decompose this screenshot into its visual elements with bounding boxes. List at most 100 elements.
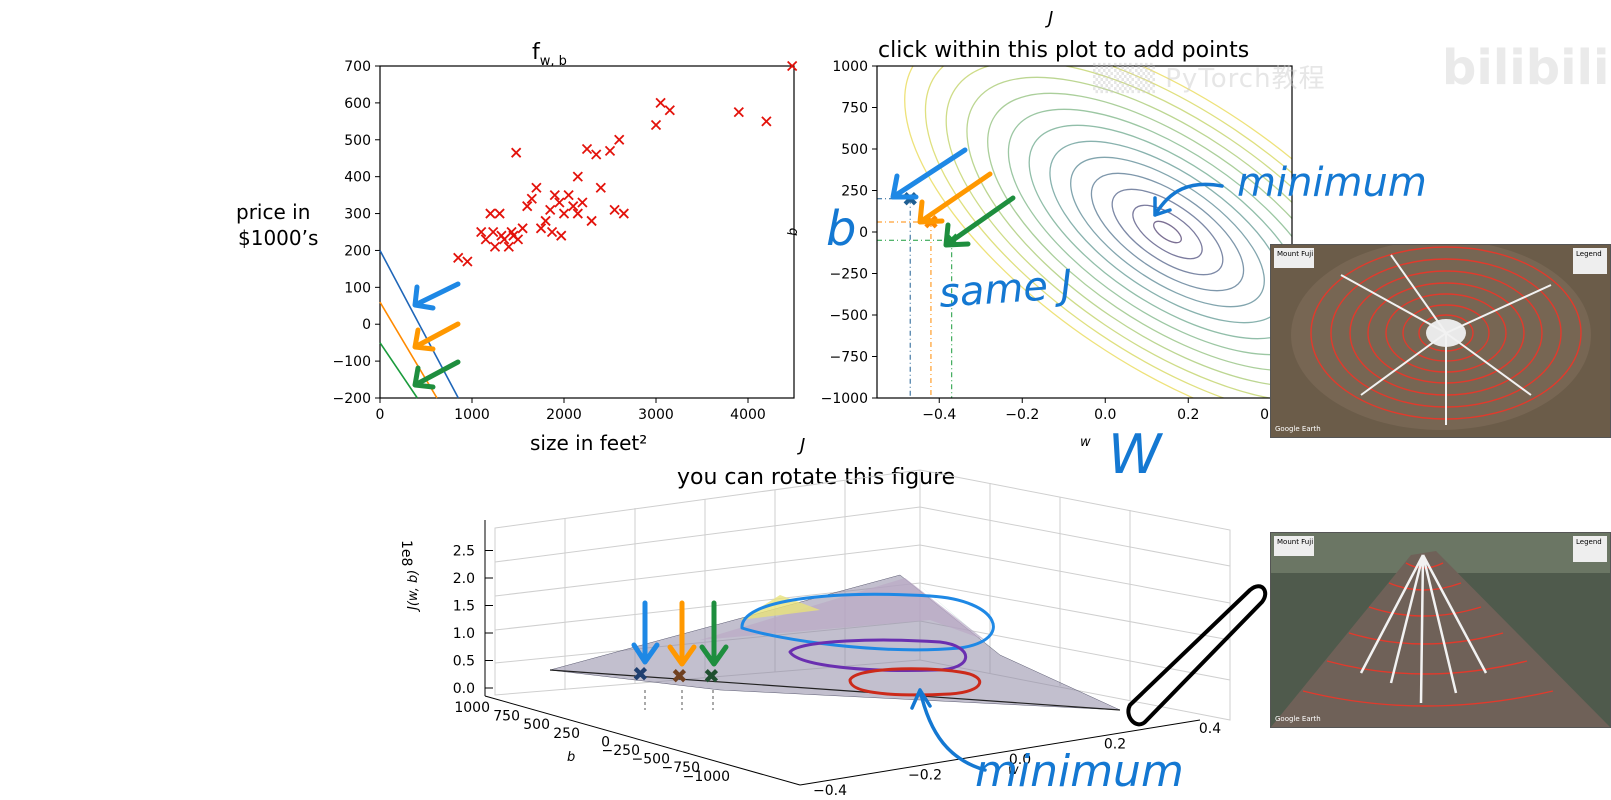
scatter-point-stroke — [572, 208, 583, 219]
ring-blue — [740, 592, 995, 652]
surface-grid — [494, 469, 1231, 721]
scatter-title: fw, b — [532, 40, 567, 69]
surface-wtick-label: 0.2 — [1104, 737, 1126, 753]
scatter-point — [554, 197, 565, 208]
contour-xtick-label: −0.2 — [1005, 407, 1039, 423]
surface-axes — [484, 520, 1201, 786]
scatter-point-stroke — [503, 241, 514, 252]
fuji-side-map: Mount Fuji Legend Google Earth — [1271, 533, 1610, 727]
scatter-point — [511, 147, 522, 158]
scatter-point — [586, 215, 597, 227]
arrow-minimum-top — [1153, 182, 1224, 217]
scatter-point — [503, 241, 514, 252]
scatter-point — [485, 208, 496, 219]
scatter-point-stroke — [512, 234, 524, 245]
scatter-point — [488, 226, 499, 238]
scatter-point-stroke — [531, 182, 542, 193]
scatter-point-stroke — [476, 226, 487, 238]
scatter-point — [535, 223, 547, 234]
scatter-point-stroke — [488, 226, 499, 238]
contour-ytick-label: −250 — [830, 267, 868, 283]
scatter-point — [787, 60, 798, 72]
surface-point-blue: ✖ — [632, 662, 649, 686]
scatter-xtick-label: 4000 — [730, 407, 766, 423]
cost-contour-chart[interactable]: J click within this plot to add points ✖… — [786, 0, 1494, 512]
arrow-green-surface — [699, 600, 729, 667]
scatter-point-stroke — [787, 60, 798, 72]
scatter-point — [476, 226, 487, 238]
scatter-point-stroke — [604, 145, 616, 156]
scatter-ytick-label: 400 — [344, 170, 371, 186]
contour-rings — [904, 66, 1292, 398]
scatter-point — [655, 97, 666, 109]
contour-ring — [1007, 108, 1292, 356]
fuji-top-footer: Google Earth — [1275, 425, 1321, 433]
scatter-point-stroke — [540, 215, 551, 227]
handwritten-minimum-bottom: minimum — [975, 746, 1184, 797]
scatter-point — [556, 230, 567, 241]
contour-ytick-label: −1000 — [821, 391, 868, 407]
scatter-point — [545, 204, 556, 216]
contour-ring — [1028, 124, 1292, 340]
mount-fuji-side-view-image: Mount Fuji Legend Google Earth — [1270, 532, 1611, 728]
scatter-point — [664, 105, 675, 116]
contour-title: J — [1045, 8, 1053, 29]
arrow-green-contour — [943, 195, 1016, 248]
scatter-ytick-label: 100 — [344, 280, 371, 296]
mount-fuji-top-view-image: Mount Fuji Legend Google Earth — [1270, 244, 1611, 438]
scatter-fit-line — [379, 301, 438, 399]
scatter-fit-line — [379, 342, 418, 399]
surface-wlabel: w — [1008, 763, 1019, 778]
scatter-ytick-label: −100 — [333, 354, 371, 370]
surface-z-ticks: 0.0 0.5 1.0 1.5 2.0 2.5 — [453, 544, 493, 697]
surface-btick-label: 1000 — [454, 700, 490, 716]
bilibili-logo: bilibili — [1442, 40, 1610, 96]
pen-icon — [1126, 584, 1268, 727]
surface-point-orange: ✖ — [671, 664, 688, 688]
scatter-point — [517, 223, 528, 234]
scatter-point — [650, 119, 662, 131]
scatter-point — [563, 189, 574, 201]
surface-blabel: b — [567, 750, 575, 765]
scatter-point-stroke — [485, 208, 496, 219]
scatter-point-stroke — [618, 208, 629, 219]
scatter-title-sub: w, b — [540, 54, 567, 69]
scatter-xlabel: size in feet² — [530, 431, 647, 455]
scatter-point-stroke — [577, 197, 588, 208]
scatter-point — [581, 143, 593, 155]
scatter-point-stroke — [614, 134, 625, 145]
scatter-point-stroke — [609, 204, 620, 216]
scatter-point — [733, 106, 744, 118]
arrow-blue-surface — [631, 600, 660, 665]
scatter-point-stroke — [558, 208, 570, 219]
fuji-top-title: Mount Fuji — [1277, 250, 1313, 258]
contour-ylabel: b — [786, 228, 801, 236]
scatter-ytick-label: 700 — [344, 59, 371, 75]
scatter-ytick-label: 500 — [344, 133, 371, 149]
surface-title: J — [797, 435, 805, 456]
scatter-point — [618, 208, 629, 219]
arrow-orange-surface — [667, 600, 697, 667]
scatter-point-stroke — [761, 116, 772, 127]
scatter-point-stroke — [494, 208, 505, 219]
surface-wtick-label: −0.4 — [813, 783, 847, 799]
cost-surface-3d-chart[interactable]: J you can rotate this figure 1e8 J(w, b)… — [398, 435, 1231, 799]
scatter-point-stroke — [563, 189, 574, 201]
surface-w-ticks: −0.4 −0.2 0.0 0.2 0.4 — [813, 721, 1221, 799]
contour-ytick-label: 1000 — [832, 59, 868, 75]
surface-ztick-label: 2.5 — [453, 544, 475, 560]
scatter-point-stroke — [545, 204, 556, 216]
surface-btick-label: −500 — [632, 752, 670, 768]
handwritten-b: b — [826, 201, 856, 257]
surface-btick-label: 750 — [493, 709, 520, 725]
fuji-side-footer: Google Earth — [1275, 715, 1321, 723]
scatter-point-stroke — [595, 182, 606, 193]
contour-xtick-label: −0.4 — [922, 407, 956, 423]
scatter-point — [558, 208, 570, 219]
contour-ring — [945, 66, 1292, 398]
arrow-orange-scatter — [412, 321, 461, 352]
scatter-ytick-label: 300 — [344, 207, 371, 223]
surface-wtick-label: 0.0 — [1009, 752, 1031, 768]
scatter-x-ticks: 0 1000 2000 3000 4000 — [376, 398, 766, 423]
